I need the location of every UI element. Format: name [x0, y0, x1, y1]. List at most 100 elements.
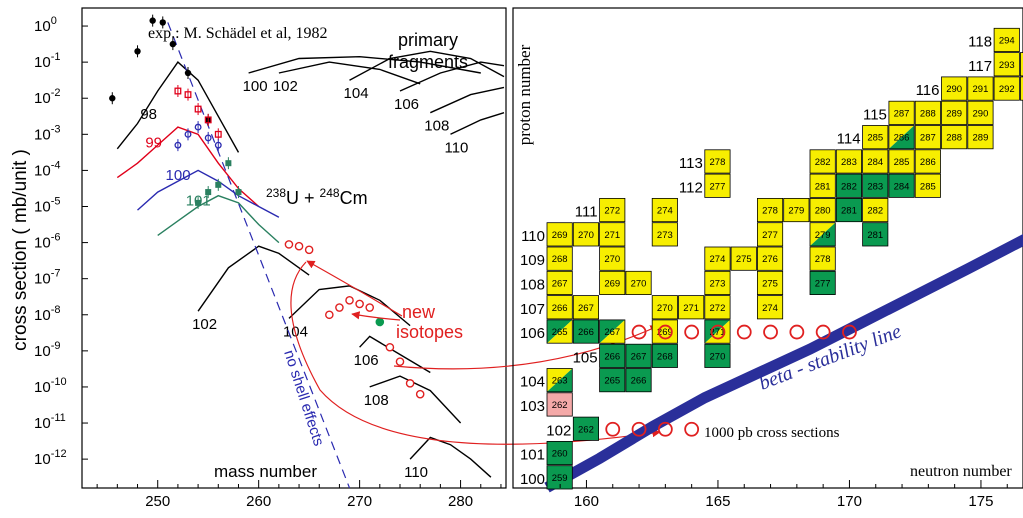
y-tick-label: 10-4	[34, 159, 60, 179]
cell-fill	[704, 247, 731, 271]
y-tick-exponent: 0	[51, 15, 57, 27]
cell-border	[704, 270, 731, 295]
y-tick-label: 10-11	[34, 412, 66, 432]
cell-mass-number: 267	[604, 327, 620, 338]
cell-fill	[599, 198, 625, 222]
cell-border	[757, 295, 784, 320]
new-isotope-circle	[710, 324, 726, 340]
y-tick-base: 10	[34, 126, 51, 143]
neutron-number-axis-label: neutron number	[910, 463, 1012, 480]
y-tick-exponent: -9	[51, 340, 61, 352]
cell-mass-number: 260	[552, 449, 568, 460]
cell-mass-number: 294	[999, 35, 1015, 46]
new-isotope-circle	[657, 421, 673, 437]
nuclide-cell-294: 294	[1020, 52, 1023, 77]
cell-mass-number: 259	[552, 473, 568, 484]
calc-curve-110	[409, 436, 492, 478]
cell-mass-number: 283	[867, 181, 883, 192]
proton-row-label: 104	[520, 374, 545, 391]
calc-curve-102	[197, 245, 310, 312]
cell-mass-number: 263	[552, 376, 568, 387]
experimental-points	[109, 14, 242, 209]
cell-border	[835, 197, 862, 223]
cell-border	[862, 149, 889, 174]
nuclide-cell-271: 271	[704, 319, 731, 344]
cell-mass-number: 265	[552, 327, 568, 338]
cell-mass-number: 271	[710, 327, 726, 338]
cell-mass-number: 270	[710, 351, 726, 362]
nuclide-cell-265: 265	[599, 368, 626, 393]
cell-mass-number: 270	[604, 254, 620, 265]
cell-border	[651, 295, 678, 320]
primary-fragments-label-2: fragments	[388, 52, 468, 72]
cell-mass-number: 262	[578, 424, 594, 435]
nuclide-cell-268: 268	[546, 246, 573, 271]
cell-mass-number: 285	[894, 157, 910, 168]
cell-half-b	[599, 319, 625, 344]
nuclide-cell-281: 281	[862, 222, 889, 247]
proton-row-label: 109	[520, 252, 545, 269]
exp-point-99	[204, 116, 212, 124]
cell-fill	[810, 247, 836, 271]
nuclide-cell-271: 271	[599, 222, 626, 247]
calc-curve-106	[359, 335, 431, 374]
nuclide-cell-270: 270	[572, 222, 599, 247]
annotation-arrow	[393, 325, 659, 370]
calc-curve-label-98: 98	[140, 106, 157, 123]
y-tick-label: 10-1	[34, 51, 60, 71]
cell-fill	[652, 344, 678, 368]
cell-fill	[573, 295, 599, 319]
nuclide-cell-273: 273	[651, 222, 678, 247]
cell-border	[546, 368, 573, 393]
cell-border	[941, 76, 968, 101]
cell-fill	[862, 222, 888, 246]
cell-mass-number: 282	[815, 157, 831, 168]
y-tick-label: 10-8	[34, 304, 60, 324]
y-tick-label: 10-7	[34, 268, 60, 288]
cell-border	[572, 222, 599, 247]
reaction-a-symbol: U	[286, 188, 299, 208]
exp-point-101	[195, 199, 202, 206]
cell-fill	[757, 295, 783, 319]
new-isotopes-label-1: new	[402, 302, 436, 322]
proton-row-label: 107	[520, 301, 545, 318]
cell-fill	[836, 149, 862, 174]
nuclide-cell-292: 292	[993, 76, 1020, 101]
cell-fill	[704, 174, 731, 198]
nuclide-cell-263: 263	[546, 368, 573, 393]
cell-half-b	[547, 319, 573, 344]
right-plot-frame	[512, 7, 1023, 489]
cell-border	[704, 149, 731, 174]
x-tick-label: 280	[448, 493, 473, 510]
cell-border	[862, 197, 889, 223]
cell-fill	[757, 222, 783, 246]
cell-mass-number: 275	[736, 254, 752, 265]
cell-fill	[1020, 76, 1023, 101]
cell-mass-number: 288	[946, 133, 962, 144]
cell-fill	[783, 198, 809, 222]
cell-fill	[810, 174, 836, 198]
left-x-axis-label: mass number	[214, 462, 317, 481]
y-tick-base: 10	[34, 379, 51, 396]
nuclide-cell-283: 283	[835, 149, 862, 174]
new-isotope-circle	[605, 421, 621, 437]
cell-border	[757, 222, 784, 247]
cell-fill	[862, 149, 888, 174]
y-tick-exponent: -1	[51, 51, 61, 63]
nuclide-cell-293: 293	[1020, 76, 1023, 101]
cell-fill	[704, 295, 731, 319]
calc-curve-label-104: 104	[344, 85, 369, 102]
cell-fill	[888, 174, 915, 198]
nuclide-cell-277: 277	[757, 222, 784, 247]
cell-mass-number: 288	[920, 108, 936, 119]
y-tick-base: 10	[34, 54, 51, 71]
y-tick-label: 10-6	[34, 232, 60, 252]
cell-border	[546, 440, 573, 466]
nuclide-cell-267: 267	[572, 295, 599, 320]
cell-mass-number: 281	[841, 206, 857, 217]
proton-row-label: 102	[546, 422, 571, 439]
cell-border	[651, 343, 678, 368]
cell-border	[599, 343, 626, 368]
